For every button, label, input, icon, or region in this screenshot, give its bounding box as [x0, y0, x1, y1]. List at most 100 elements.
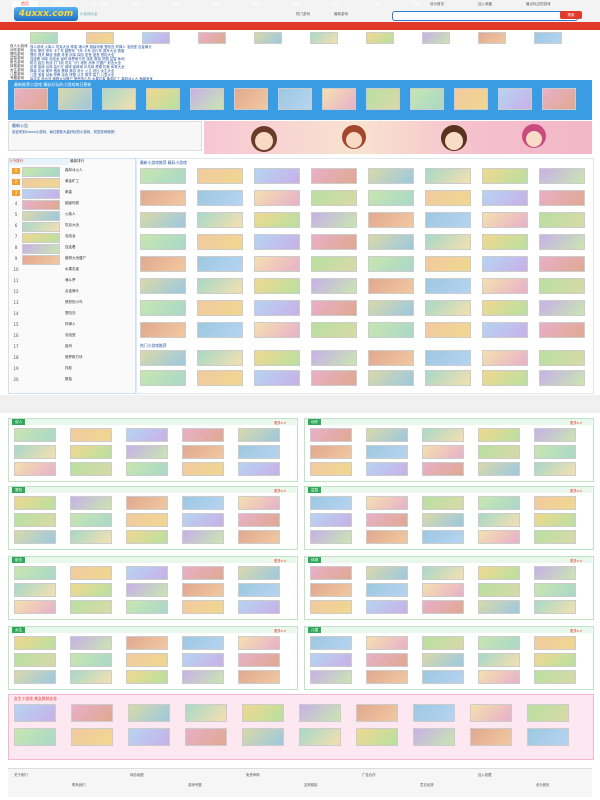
panel-game-thumb[interactable]	[478, 566, 520, 580]
rank-game-name[interactable]: 水果忍者	[65, 267, 79, 271]
panel-tab[interactable]: 双人	[12, 419, 26, 425]
panel-game-thumb[interactable]	[70, 428, 112, 442]
game-thumb[interactable]	[368, 234, 414, 250]
category-links[interactable]: 喜羊羊 熊出没 植物大战僵尸 愤怒的小鸟 水果忍者 黄金矿工 森林冰火人 海绵宝…	[30, 77, 153, 81]
panel-game-thumb[interactable]	[14, 670, 56, 684]
panel-game-thumb[interactable]	[534, 462, 576, 476]
game-thumb[interactable]	[368, 190, 414, 206]
panel-game-thumb[interactable]	[422, 530, 464, 544]
game-thumb[interactable]	[482, 256, 528, 272]
panel-game-thumb[interactable]	[238, 566, 280, 580]
panel-game-thumb[interactable]	[366, 462, 408, 476]
footer-link[interactable]: 关于我们	[14, 773, 28, 777]
hot-game-thumb[interactable]	[425, 350, 471, 366]
panel-game-thumb[interactable]	[422, 428, 464, 442]
category-label[interactable]: 儿童游戏	[10, 72, 24, 76]
panel-game-thumb[interactable]	[126, 496, 168, 510]
panel-game-thumb[interactable]	[182, 530, 224, 544]
panel-game-thumb[interactable]	[126, 670, 168, 684]
nav-item-8[interactable]: 女生	[332, 1, 340, 6]
panel-game-thumb[interactable]	[70, 513, 112, 527]
featured-game-thumb[interactable]	[422, 32, 450, 44]
girls-game-thumb[interactable]	[356, 704, 398, 722]
footer-link[interactable]: 网站地图	[130, 773, 144, 777]
game-thumb[interactable]	[311, 190, 357, 206]
game-thumb[interactable]	[311, 212, 357, 228]
category-label[interactable]: 专题游戏	[10, 76, 24, 80]
rank-game-name[interactable]: 泡泡龙	[65, 234, 76, 238]
hot-game-thumb[interactable]	[482, 370, 528, 386]
panel-game-thumb[interactable]	[70, 530, 112, 544]
rank-game-name[interactable]: 祖玛	[65, 344, 72, 348]
panel-game-thumb[interactable]	[310, 653, 352, 667]
hot-game-thumb[interactable]	[368, 370, 414, 386]
game-thumb[interactable]	[482, 300, 528, 316]
panel-game-thumb[interactable]	[366, 636, 408, 650]
game-thumb[interactable]	[425, 256, 471, 272]
panel-more-link[interactable]: 更多>>	[274, 421, 287, 425]
panel-game-thumb[interactable]	[310, 496, 352, 510]
rank-game-thumb[interactable]	[22, 211, 60, 221]
footer-link[interactable]: 意见反馈	[420, 783, 434, 787]
game-thumb[interactable]	[539, 256, 585, 272]
panel-game-thumb[interactable]	[70, 566, 112, 580]
search-button[interactable]: 搜索	[560, 11, 582, 19]
panel-game-thumb[interactable]	[70, 653, 112, 667]
panel-game-thumb[interactable]	[310, 445, 352, 459]
recommend-game-thumb[interactable]	[146, 88, 180, 110]
rank-game-name[interactable]: 植物大战僵尸	[65, 256, 86, 260]
panel-game-thumb[interactable]	[478, 445, 520, 459]
nav-item-2[interactable]: 双人游戏	[92, 1, 108, 6]
category-links[interactable]: 换装 化妆 美甲 做饭 蛋糕 美容 设计 公主 芭比 女生大全	[30, 69, 115, 73]
game-thumb[interactable]	[425, 168, 471, 184]
rank-game-name[interactable]: 愤怒的小鸟	[65, 300, 83, 304]
recommend-game-thumb[interactable]	[58, 88, 92, 110]
panel-game-thumb[interactable]	[126, 530, 168, 544]
game-thumb[interactable]	[140, 190, 186, 206]
category-label[interactable]: 女生游戏	[10, 68, 24, 72]
category-label[interactable]: 射击游戏	[10, 60, 24, 64]
panel-game-thumb[interactable]	[70, 670, 112, 684]
game-thumb[interactable]	[425, 190, 471, 206]
girls-game-thumb[interactable]	[527, 704, 569, 722]
nav-item-3[interactable]: 动作	[132, 1, 140, 6]
game-thumb[interactable]	[311, 234, 357, 250]
nav-item-1[interactable]: 小游戏	[52, 1, 64, 6]
panel-game-thumb[interactable]	[126, 566, 168, 580]
panel-game-thumb[interactable]	[238, 530, 280, 544]
recommend-game-thumb[interactable]	[102, 88, 136, 110]
rank-game-thumb[interactable]	[22, 255, 60, 265]
panel-game-thumb[interactable]	[70, 462, 112, 476]
game-thumb[interactable]	[311, 256, 357, 272]
panel-game-thumb[interactable]	[238, 600, 280, 614]
footer-link[interactable]: 加入收藏	[478, 773, 492, 777]
top-link-favorite[interactable]: 加入收藏	[478, 2, 492, 6]
panel-game-thumb[interactable]	[478, 600, 520, 614]
game-thumb[interactable]	[539, 190, 585, 206]
rank-game-thumb[interactable]	[22, 200, 60, 210]
game-thumb[interactable]	[140, 234, 186, 250]
hot-game-thumb[interactable]	[254, 350, 300, 366]
top-link-recent[interactable]: 最近玩过的游戏	[526, 2, 551, 6]
panel-game-thumb[interactable]	[478, 583, 520, 597]
game-thumb[interactable]	[254, 278, 300, 294]
game-thumb[interactable]	[368, 212, 414, 228]
footer-link[interactable]: 广告合作	[362, 773, 376, 777]
ranking-tab-new[interactable]: 最新排行	[70, 159, 85, 163]
panel-game-thumb[interactable]	[534, 428, 576, 442]
category-links[interactable]: 儿童 宝宝 动画 早教 涂色 拼图 认字 数学 智力 儿童大全	[30, 73, 115, 77]
panel-game-thumb[interactable]	[310, 670, 352, 684]
game-thumb[interactable]	[254, 300, 300, 316]
panel-game-thumb[interactable]	[534, 445, 576, 459]
game-thumb[interactable]	[539, 168, 585, 184]
rank-game-name[interactable]: 火柴人	[65, 212, 76, 216]
panel-game-thumb[interactable]	[14, 583, 56, 597]
nav-item-9[interactable]: 儿童	[372, 1, 380, 6]
footer-link[interactable]: 联系我们	[72, 783, 86, 787]
featured-game-thumb[interactable]	[142, 32, 170, 44]
rank-game-name[interactable]: 坦克大战	[65, 223, 79, 227]
girls-game-thumb[interactable]	[14, 704, 56, 722]
panel-game-thumb[interactable]	[310, 513, 352, 527]
girls-game-thumb[interactable]	[71, 704, 113, 722]
panel-game-thumb[interactable]	[422, 670, 464, 684]
